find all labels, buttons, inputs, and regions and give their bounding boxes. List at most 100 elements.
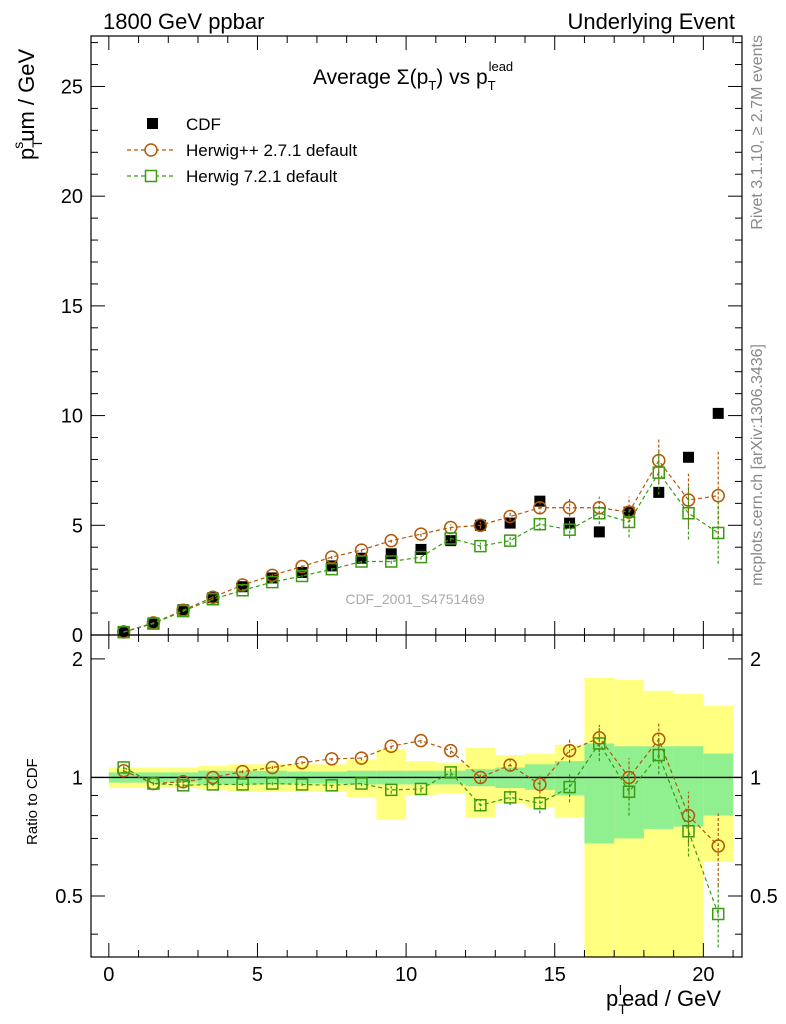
main-plot-panel: 0 5 10 15 20 25 Average Σ(pT) vs pTlead pTsum… — [10, 35, 743, 647]
herwigpp-point — [622, 505, 636, 519]
ratio-herwigpp-point — [354, 751, 369, 765]
main-y-tick-label: 20 — [61, 186, 83, 208]
herwig7-point — [444, 532, 457, 545]
ratio-herwig7-point — [593, 737, 606, 750]
ratio-herwig7-point — [711, 907, 725, 921]
ratio-herwigpp-point — [384, 739, 398, 754]
ratio-herwig7-point — [503, 791, 517, 804]
ratio-herwigpp-point — [562, 743, 577, 758]
cdf-data-point — [356, 552, 368, 564]
cdf-data-point — [415, 543, 427, 555]
ratio-x-axis: 0 5 10 15 20 — [103, 635, 734, 986]
x-tick-label: 20 — [692, 964, 714, 986]
herwig7-point — [325, 562, 339, 576]
ratio-herwigpp-point — [325, 752, 339, 766]
herwig7-point — [147, 617, 160, 630]
herwig7-point — [711, 526, 725, 540]
herwigpp-line — [123, 459, 719, 633]
herwigpp-point — [503, 509, 517, 524]
ratio-herwigpp-point — [533, 777, 547, 792]
herwigpp-point — [711, 488, 725, 503]
legend-marker-cdf — [147, 118, 158, 129]
cdf-data-point — [385, 548, 397, 560]
ratio-herwig7-line — [123, 742, 719, 915]
main-y-tick-label: 25 — [61, 76, 83, 98]
herwig7-point — [622, 515, 636, 529]
cdf-data-point — [712, 407, 724, 419]
ratio-herwigpp-point — [473, 770, 488, 785]
main-y-tick-label: 5 — [72, 515, 83, 537]
herwig7-point — [384, 555, 398, 568]
herwig7-point — [682, 506, 695, 520]
cdf-data-point — [326, 560, 338, 572]
herwig7-point — [652, 466, 666, 479]
ratio-herwig7-point — [682, 825, 695, 838]
ratio-herwigpp-point — [711, 839, 725, 853]
cdf-data-point — [593, 526, 605, 538]
ratio-herwig7-point — [563, 780, 576, 794]
ratio-y-axis: 0.5 0.5 1 1 2 2 — [55, 649, 778, 935]
x-axis-label: pTlead / GeV — [606, 982, 721, 1017]
herwig7-point — [266, 575, 279, 589]
main-y-tick-label: 15 — [61, 296, 83, 318]
legend-label-herwig7: Herwig 7.2.1 default — [186, 167, 337, 186]
legend-entry-herwig7: Herwig 7.2.1 default — [127, 167, 337, 186]
cdf-data-point — [237, 581, 249, 593]
herwigpp-point — [562, 500, 577, 515]
cdf-data-point — [266, 572, 278, 584]
header-right: Underlying Event — [567, 9, 735, 34]
ratio-y-tick-label-right: 0.5 — [750, 886, 778, 908]
ratio-herwigpp-point — [443, 743, 458, 758]
ratio-herwig7-point — [117, 761, 130, 774]
x-tick-label: 15 — [544, 964, 566, 986]
x-tick-label: 10 — [395, 964, 417, 986]
ratio-herwig7-point — [206, 778, 220, 791]
main-y-axis: 0 5 10 15 20 25 — [61, 42, 742, 647]
ratio-y-label: Ratio to CDF — [24, 758, 41, 845]
ratio-y-tick-label: 1 — [72, 767, 83, 789]
legend-label-cdf: CDF — [186, 115, 221, 134]
ratio-herwig7-point — [652, 748, 666, 762]
ratio-herwig7-point — [474, 798, 487, 812]
ratio-herwigpp-point — [265, 760, 280, 775]
herwig7-point — [206, 592, 220, 606]
ratio-herwigpp-point — [235, 764, 250, 779]
ratio-herwig7-point — [236, 778, 249, 791]
herwig7-point — [563, 523, 576, 536]
mcplots-label: mcplots.cern.ch [arXiv:1306.3436] — [749, 344, 766, 586]
herwig7-point — [533, 517, 547, 531]
legend-entry-cdf: CDF — [147, 115, 221, 134]
analysis-watermark: CDF_2001_S4751469 — [345, 591, 485, 607]
herwig7-point — [176, 604, 190, 618]
ratio-herwig7-point — [355, 777, 368, 790]
ratio-y-tick-label-right: 2 — [750, 649, 761, 671]
ratio-herwig7-point — [533, 796, 547, 810]
legend-label-herwigpp: Herwig++ 2.7.1 default — [186, 141, 357, 160]
ratio-herwigpp-point — [414, 733, 428, 748]
ratio-herwigpp-point — [503, 758, 517, 772]
plot-title: Average Σ(pT) vs pTlead — [313, 59, 513, 93]
herwig7-point — [295, 569, 309, 583]
ratio-herwig7-point — [266, 777, 279, 790]
ratio-y-tick-label: 0.5 — [55, 886, 83, 908]
herwig7-point — [503, 534, 517, 547]
ratio-herwig7-point — [325, 779, 339, 792]
ratio-herwigpp-point — [652, 732, 666, 747]
ratio-band-inner — [703, 753, 734, 816]
herwig7-point — [414, 550, 428, 564]
main-y-tick-label: 10 — [61, 406, 83, 428]
ratio-herwig7-point — [176, 779, 190, 792]
rivet-version-label: Rivet 3.1.10, ≥ 2.7M events — [749, 35, 766, 230]
herwig7-point — [236, 583, 249, 597]
ratio-herwig7-point — [622, 785, 636, 798]
legend-entry-herwigpp: Herwig++ 2.7.1 default — [127, 141, 357, 160]
herwig7-point — [355, 555, 368, 568]
ratio-herwig7-point — [444, 766, 457, 779]
main-y-tick-label: 0 — [72, 625, 83, 647]
legend-marker-herwig7 — [144, 169, 158, 183]
ratio-uncertainty-bands — [108, 677, 734, 957]
x-tick-label: 5 — [252, 964, 263, 986]
main-plot-marks — [116, 407, 725, 639]
ratio-herwig7-point — [295, 778, 309, 791]
